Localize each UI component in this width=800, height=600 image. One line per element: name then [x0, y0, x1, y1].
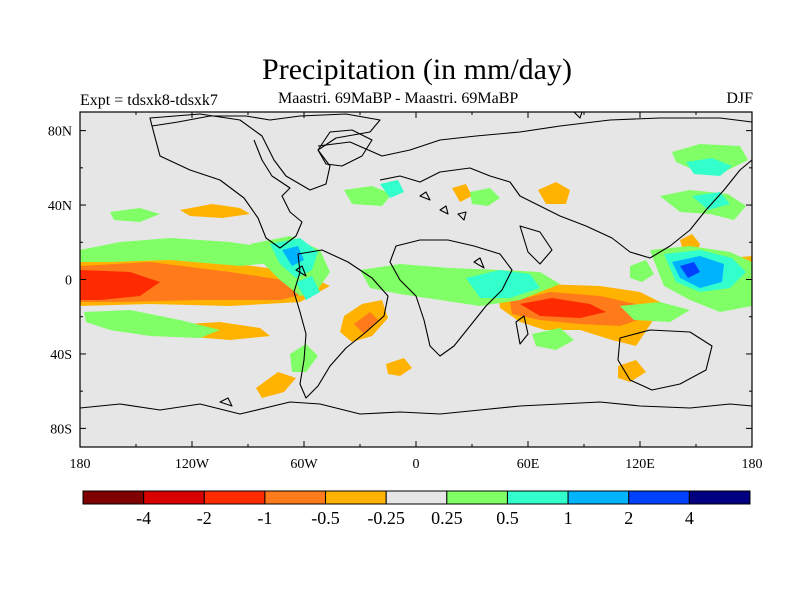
coastline-greenland	[317, 129, 373, 167]
colorbar-label: 0.25	[431, 508, 463, 528]
coastline-africa	[389, 239, 513, 357]
green-patch	[630, 260, 654, 282]
colorbar-swatch	[688, 490, 751, 505]
green-patch	[80, 238, 280, 266]
coastline-north-america	[151, 125, 303, 249]
orange-patch	[386, 358, 412, 376]
coastline-europe-south	[379, 167, 651, 259]
cyan-patch	[466, 270, 540, 298]
coastline-islands	[219, 111, 583, 407]
colorbar-label: -2	[197, 508, 212, 528]
colorbar-swatch	[143, 490, 205, 505]
coastline-south-america	[293, 249, 389, 399]
lon-tick-label: 180	[70, 457, 91, 472]
lat-tick-label: 40N	[48, 199, 72, 214]
cyan-patch	[686, 158, 732, 176]
axis-ticks	[79, 112, 753, 447]
coastline-asia-east	[649, 159, 753, 259]
coastline-antarctica	[79, 401, 753, 415]
coastline-eurasia	[317, 117, 753, 157]
colorbar-label: 4	[685, 508, 694, 528]
colorbar-label: 1	[564, 508, 573, 528]
lon-tick-label: 120W	[175, 457, 210, 472]
colorbar-swatch	[325, 490, 387, 505]
axis-labels: 80N 40N 0 40S 80S 180 120W 60W 0 60E 120E 180	[48, 125, 763, 472]
orange-patch	[180, 204, 250, 218]
coastline-north-america	[149, 113, 381, 191]
orange-patch	[538, 182, 570, 204]
lon-tick-label: 0	[413, 457, 420, 472]
colorbar: -4 -2 -1 -0.5 -0.25 0.25 0.5 1 2 4	[82, 490, 751, 528]
cyan-patch	[380, 180, 404, 198]
blue-patch	[680, 262, 700, 278]
colorbar-swatch	[82, 490, 145, 505]
lon-tick-label: 180	[742, 457, 763, 472]
colorbar-label: 0.5	[496, 508, 519, 528]
colorbar-label: -0.5	[311, 508, 340, 528]
colorbar-swatch	[264, 490, 327, 505]
coastline-australia	[617, 329, 713, 391]
anomaly-contours	[80, 144, 752, 398]
coastlines	[79, 111, 753, 415]
cyan-patch	[692, 192, 730, 210]
colorbar-swatch	[446, 490, 508, 505]
green-patch	[620, 302, 690, 322]
experiment-label: Expt = tdsxk8-tdsxk7	[80, 92, 218, 109]
season-label: DJF	[726, 90, 753, 107]
coastline-madagascar	[515, 315, 529, 345]
colorbar-swatch	[506, 490, 569, 505]
orange-patch	[256, 372, 296, 398]
comparison-label: Maastri. 69MaBP - Maastri. 69MaBP	[278, 90, 519, 107]
colorbar-label: -0.25	[367, 508, 405, 528]
orange-patch	[618, 360, 646, 382]
green-patch	[110, 208, 160, 222]
lon-tick-label: 60E	[517, 457, 540, 472]
lat-tick-label: 0	[65, 274, 72, 289]
green-patch	[84, 310, 220, 338]
colorbar-swatch	[203, 490, 266, 505]
orange-patch	[452, 184, 472, 202]
deep-orange-patch	[354, 312, 378, 334]
lat-tick-label: 80N	[48, 125, 72, 140]
green-patch	[344, 186, 392, 206]
colorbar-swatch	[628, 490, 690, 505]
lat-tick-label: 80S	[50, 422, 72, 437]
colorbar-label: -1	[257, 508, 272, 528]
green-patch	[470, 188, 500, 206]
colorbar-swatch	[567, 490, 630, 505]
green-patch	[532, 328, 574, 350]
lon-tick-label: 60W	[290, 457, 318, 472]
lat-tick-label: 40S	[50, 348, 72, 363]
cyan-patch	[296, 276, 320, 300]
plot-title: Precipitation (in mm/day)	[262, 53, 572, 86]
colorbar-label: -4	[136, 508, 151, 528]
red-patch	[520, 298, 606, 318]
colorbar-label: 2	[624, 508, 633, 528]
colorbar-swatch	[385, 490, 448, 505]
lon-tick-label: 120E	[625, 457, 655, 472]
coastline-india	[519, 225, 553, 265]
red-patch	[80, 270, 160, 300]
